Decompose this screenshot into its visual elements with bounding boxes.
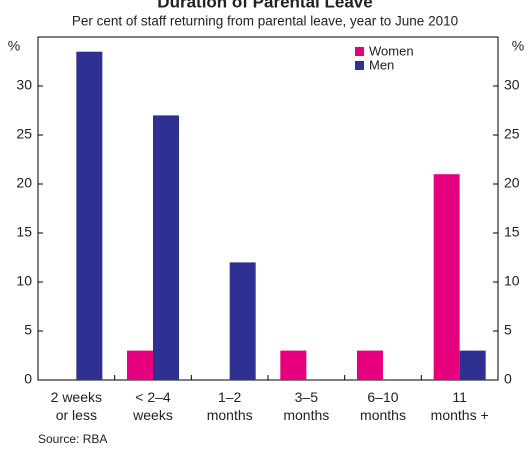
y-tick-label: 5 xyxy=(24,322,32,338)
plot-frame xyxy=(37,36,499,381)
x-tick-label-line: 11 xyxy=(452,389,467,405)
legend-label: Women xyxy=(369,43,414,58)
y-tick-label: 10 xyxy=(16,273,32,289)
bar xyxy=(280,350,307,380)
y2-tick-label: 20 xyxy=(504,175,520,191)
x-tick-label: 1–2 months xyxy=(207,389,253,423)
x-tick-label: 3–5 months xyxy=(283,389,329,423)
legend-swatch xyxy=(355,47,364,56)
x-tick-label-line: 3–5 xyxy=(295,389,319,405)
legend-swatch xyxy=(355,61,364,70)
x-tick-label-line: months xyxy=(283,407,329,423)
bar xyxy=(433,174,460,380)
y2-tick-label: 25 xyxy=(504,126,520,142)
chart-title: Duration of Parental Leave xyxy=(157,0,372,11)
y-tick-label: 0 xyxy=(24,371,32,387)
bar xyxy=(153,115,179,381)
x-tick-label-line: weeks xyxy=(132,407,173,423)
y2-tick-label: 30 xyxy=(504,77,520,93)
bar xyxy=(127,350,153,380)
x-tick-label-line: or less xyxy=(56,407,97,423)
y-tick-label: 20 xyxy=(16,175,32,191)
x-tick-label-line: 6–10 xyxy=(367,389,398,405)
x-tick-label-line: months xyxy=(207,407,253,423)
x-tick-label-line: months xyxy=(360,407,406,423)
source: Source: RBA xyxy=(38,432,107,446)
y2-axis-label: % xyxy=(512,38,524,54)
y-tick-label: 30 xyxy=(16,77,32,93)
x-tick-label: 6–10 months xyxy=(360,389,406,423)
chart-subtitle: Per cent of staff returning from parenta… xyxy=(72,14,458,29)
x-tick-label: 11 months + xyxy=(431,389,489,423)
bar xyxy=(357,350,383,380)
x-tick-label: < 2–4 weeks xyxy=(132,389,173,423)
y2-tick-label: 15 xyxy=(504,224,520,240)
y-tick-label: 25 xyxy=(16,126,32,142)
y-tick-label: 15 xyxy=(16,224,32,240)
x-tick-label: 2 weeks or less xyxy=(51,389,102,423)
bar xyxy=(229,262,256,380)
bar xyxy=(76,51,103,380)
x-tick-label-line: 1–2 xyxy=(218,389,242,405)
x-tick-label-line: months + xyxy=(431,407,489,423)
y2-tick-label: 10 xyxy=(504,273,520,289)
x-tick-label-line: 2 weeks xyxy=(51,389,102,405)
y-axis-label: % xyxy=(8,38,20,54)
y2-tick-label: 5 xyxy=(504,322,512,338)
legend-label: Men xyxy=(369,57,394,72)
x-tick-label-line: < 2–4 xyxy=(135,389,171,405)
bar xyxy=(459,350,486,380)
y2-tick-label: 0 xyxy=(504,371,512,387)
